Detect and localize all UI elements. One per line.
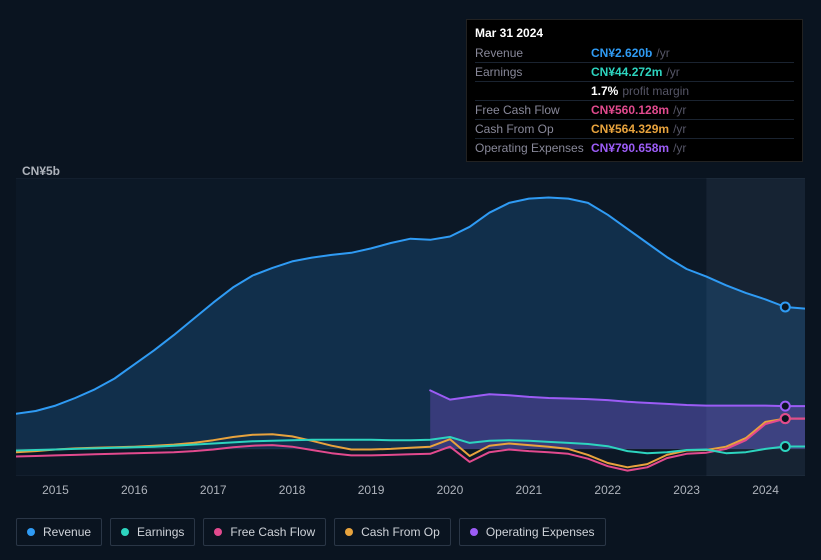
x-axis-label: 2015 [42, 483, 69, 497]
x-axis-label: 2022 [594, 483, 621, 497]
cursor-marker [781, 402, 790, 411]
legend-dot-icon [470, 528, 478, 536]
tooltip-suffix: /yr [673, 103, 686, 117]
cursor-marker [781, 442, 790, 451]
tooltip-suffix: /yr [673, 141, 686, 155]
y-axis-label: CN¥5b [22, 164, 60, 178]
tooltip-label: Operating Expenses [475, 141, 591, 155]
legend-label: Earnings [137, 525, 184, 539]
cursor-marker [781, 302, 790, 311]
x-axis-label: 2023 [673, 483, 700, 497]
x-axis-label: 2016 [121, 483, 148, 497]
legend-label: Free Cash Flow [230, 525, 315, 539]
x-axis-label: 2019 [358, 483, 385, 497]
x-axis-label: 2024 [752, 483, 779, 497]
x-axis-label: 2017 [200, 483, 227, 497]
tooltip-value: CN¥564.329m [591, 122, 669, 136]
finance-chart[interactable] [16, 178, 805, 476]
tooltip-row: Free Cash FlowCN¥560.128m/yr [475, 101, 794, 120]
tooltip-suffix: /yr [656, 46, 669, 60]
tooltip-row: Cash From OpCN¥564.329m/yr [475, 120, 794, 139]
legend-label: Revenue [43, 525, 91, 539]
cursor-marker [781, 414, 790, 423]
tooltip-label: Earnings [475, 65, 591, 79]
tooltip-value: 1.7% [591, 84, 618, 98]
legend-label: Cash From Op [361, 525, 440, 539]
x-axis-label: 2018 [279, 483, 306, 497]
legend-item[interactable]: Operating Expenses [459, 518, 606, 546]
tooltip-row: Operating ExpensesCN¥790.658m/yr [475, 139, 794, 157]
legend-dot-icon [345, 528, 353, 536]
x-axis-label: 2020 [437, 483, 464, 497]
legend: Revenue Earnings Free Cash Flow Cash From O… [16, 518, 606, 546]
legend-item[interactable]: Revenue [16, 518, 102, 546]
tooltip-value: CN¥2.620b [591, 46, 652, 60]
tooltip-suffix: /yr [673, 122, 686, 136]
tooltip-row: RevenueCN¥2.620b/yr [475, 44, 794, 63]
tooltip-row: EarningsCN¥44.272m/yr [475, 63, 794, 82]
tooltip-suffix: /yr [666, 65, 679, 79]
tooltip-value: CN¥790.658m [591, 141, 669, 155]
chart-tooltip: Mar 31 2024 RevenueCN¥2.620b/yrEarningsC… [466, 19, 803, 162]
x-axis: 2015 2016 2017 2018 2019 2020 2021 2022 2023 2024 [16, 483, 805, 499]
legend-dot-icon [27, 528, 35, 536]
tooltip-label [475, 84, 591, 98]
tooltip-label: Cash From Op [475, 122, 591, 136]
tooltip-value: CN¥560.128m [591, 103, 669, 117]
tooltip-date: Mar 31 2024 [475, 26, 794, 40]
legend-label: Operating Expenses [486, 525, 595, 539]
legend-dot-icon [214, 528, 222, 536]
legend-item[interactable]: Cash From Op [334, 518, 451, 546]
tooltip-suffix: profit margin [622, 84, 689, 98]
tooltip-value: CN¥44.272m [591, 65, 662, 79]
tooltip-row: 1.7% profit margin [475, 82, 794, 101]
legend-item[interactable]: Earnings [110, 518, 195, 546]
legend-dot-icon [121, 528, 129, 536]
tooltip-label: Revenue [475, 46, 591, 60]
tooltip-label: Free Cash Flow [475, 103, 591, 117]
x-axis-label: 2021 [515, 483, 542, 497]
legend-item[interactable]: Free Cash Flow [203, 518, 326, 546]
